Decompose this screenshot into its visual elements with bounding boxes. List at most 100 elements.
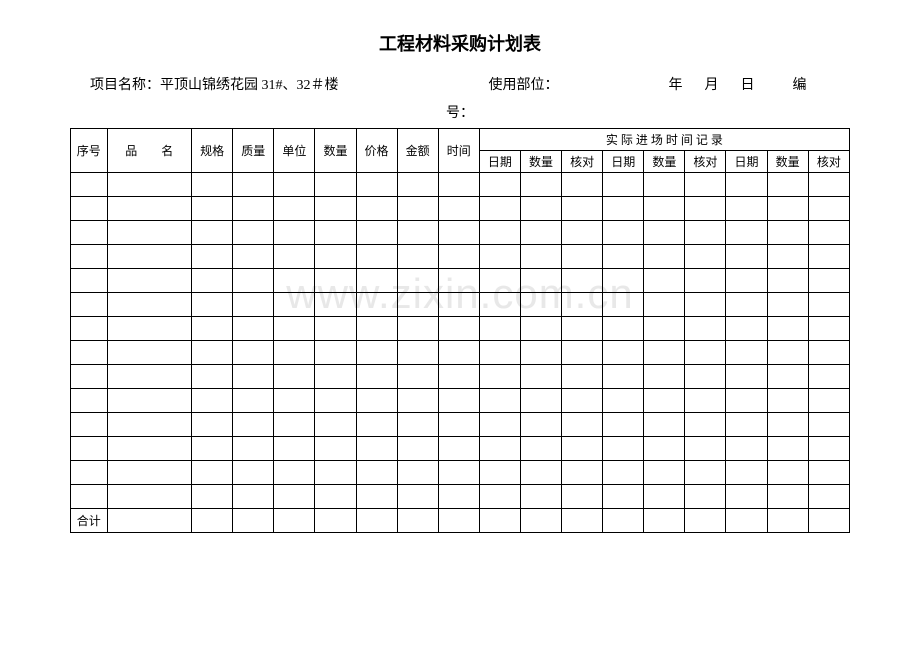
table-foot: 合计 xyxy=(71,509,850,533)
th-seq: 序号 xyxy=(71,129,108,173)
table-cell xyxy=(438,389,479,413)
table-cell xyxy=(71,461,108,485)
table-cell xyxy=(438,245,479,269)
table-cell xyxy=(71,245,108,269)
table-cell xyxy=(315,461,356,485)
info-row: 项目名称： 平顶山锦绣花园 31#、32＃楼 使用部位： 年 月 日 编 xyxy=(70,74,850,94)
table-head: 序号 品 名 规格 质量 单位 数量 价格 金额 时间 实 际 进 场 时 间 … xyxy=(71,129,850,173)
table-cell xyxy=(356,461,397,485)
table-cell xyxy=(71,197,108,221)
th-actual-group: 实 际 进 场 时 间 记 录 xyxy=(479,129,849,151)
table-cell xyxy=(808,365,849,389)
table-cell xyxy=(438,317,479,341)
table-cell xyxy=(315,317,356,341)
th-date-1: 日期 xyxy=(479,151,520,173)
table-cell xyxy=(644,221,685,245)
th-date-2: 日期 xyxy=(603,151,644,173)
table-cell xyxy=(107,389,192,413)
table-cell xyxy=(438,461,479,485)
table-cell xyxy=(808,197,849,221)
table-cell xyxy=(603,341,644,365)
table-cell xyxy=(562,221,603,245)
table-cell xyxy=(233,317,274,341)
table-cell xyxy=(685,365,726,389)
table-cell xyxy=(562,413,603,437)
table-row xyxy=(71,221,850,245)
th-time: 时间 xyxy=(438,129,479,173)
table-cell xyxy=(71,293,108,317)
table-cell xyxy=(767,365,808,389)
table-cell xyxy=(479,173,520,197)
table-cell xyxy=(438,269,479,293)
serial-prefix: 编 xyxy=(793,74,807,94)
table-cell xyxy=(808,485,849,509)
table-cell xyxy=(438,437,479,461)
table-cell xyxy=(315,389,356,413)
table-cell xyxy=(520,245,561,269)
total-cell xyxy=(274,509,315,533)
project-name-value: 平顶山锦绣花园 31#、32＃楼 xyxy=(160,74,339,94)
table-cell xyxy=(107,413,192,437)
table-row xyxy=(71,389,850,413)
table-cell xyxy=(644,197,685,221)
table-cell xyxy=(397,365,438,389)
table-cell xyxy=(479,461,520,485)
table-cell xyxy=(192,173,233,197)
total-cell xyxy=(438,509,479,533)
table-cell xyxy=(644,341,685,365)
table-cell xyxy=(71,413,108,437)
table-cell xyxy=(644,245,685,269)
table-cell xyxy=(520,173,561,197)
year-label: 年 xyxy=(669,74,683,94)
table-cell xyxy=(479,197,520,221)
table-cell xyxy=(767,461,808,485)
th-aqty-3: 数量 xyxy=(767,151,808,173)
th-check-1: 核对 xyxy=(562,151,603,173)
table-cell xyxy=(274,365,315,389)
table-row xyxy=(71,245,850,269)
table-cell xyxy=(603,365,644,389)
table-cell xyxy=(233,197,274,221)
table-cell xyxy=(808,341,849,365)
table-row xyxy=(71,341,850,365)
table-body xyxy=(71,173,850,509)
table-row xyxy=(71,269,850,293)
table-cell xyxy=(767,293,808,317)
table-cell xyxy=(107,317,192,341)
table-wrap: 序号 品 名 规格 质量 单位 数量 价格 金额 时间 实 际 进 场 时 间 … xyxy=(70,128,850,533)
total-cell xyxy=(233,509,274,533)
table-cell xyxy=(233,173,274,197)
table-cell xyxy=(685,293,726,317)
table-cell xyxy=(479,221,520,245)
table-cell xyxy=(397,317,438,341)
table-cell xyxy=(315,293,356,317)
table-cell xyxy=(479,485,520,509)
table-cell xyxy=(479,245,520,269)
table-cell xyxy=(562,197,603,221)
table-cell xyxy=(192,197,233,221)
table-cell xyxy=(107,485,192,509)
table-cell xyxy=(562,341,603,365)
total-cell xyxy=(644,509,685,533)
table-cell xyxy=(603,221,644,245)
table-cell xyxy=(479,413,520,437)
table-cell xyxy=(603,461,644,485)
table-cell xyxy=(685,221,726,245)
table-cell xyxy=(397,197,438,221)
th-price: 价格 xyxy=(356,129,397,173)
table-cell xyxy=(233,245,274,269)
table-cell xyxy=(685,341,726,365)
table-cell xyxy=(726,317,767,341)
table-cell xyxy=(356,341,397,365)
table-cell xyxy=(107,197,192,221)
table-cell xyxy=(107,245,192,269)
table-row xyxy=(71,461,850,485)
table-cell xyxy=(274,317,315,341)
table-cell xyxy=(192,365,233,389)
day-label: 日 xyxy=(741,74,755,94)
th-unit: 单位 xyxy=(274,129,315,173)
table-cell xyxy=(808,221,849,245)
total-cell xyxy=(356,509,397,533)
date-group: 年 月 日 编 xyxy=(669,74,807,94)
th-qual: 质量 xyxy=(233,129,274,173)
